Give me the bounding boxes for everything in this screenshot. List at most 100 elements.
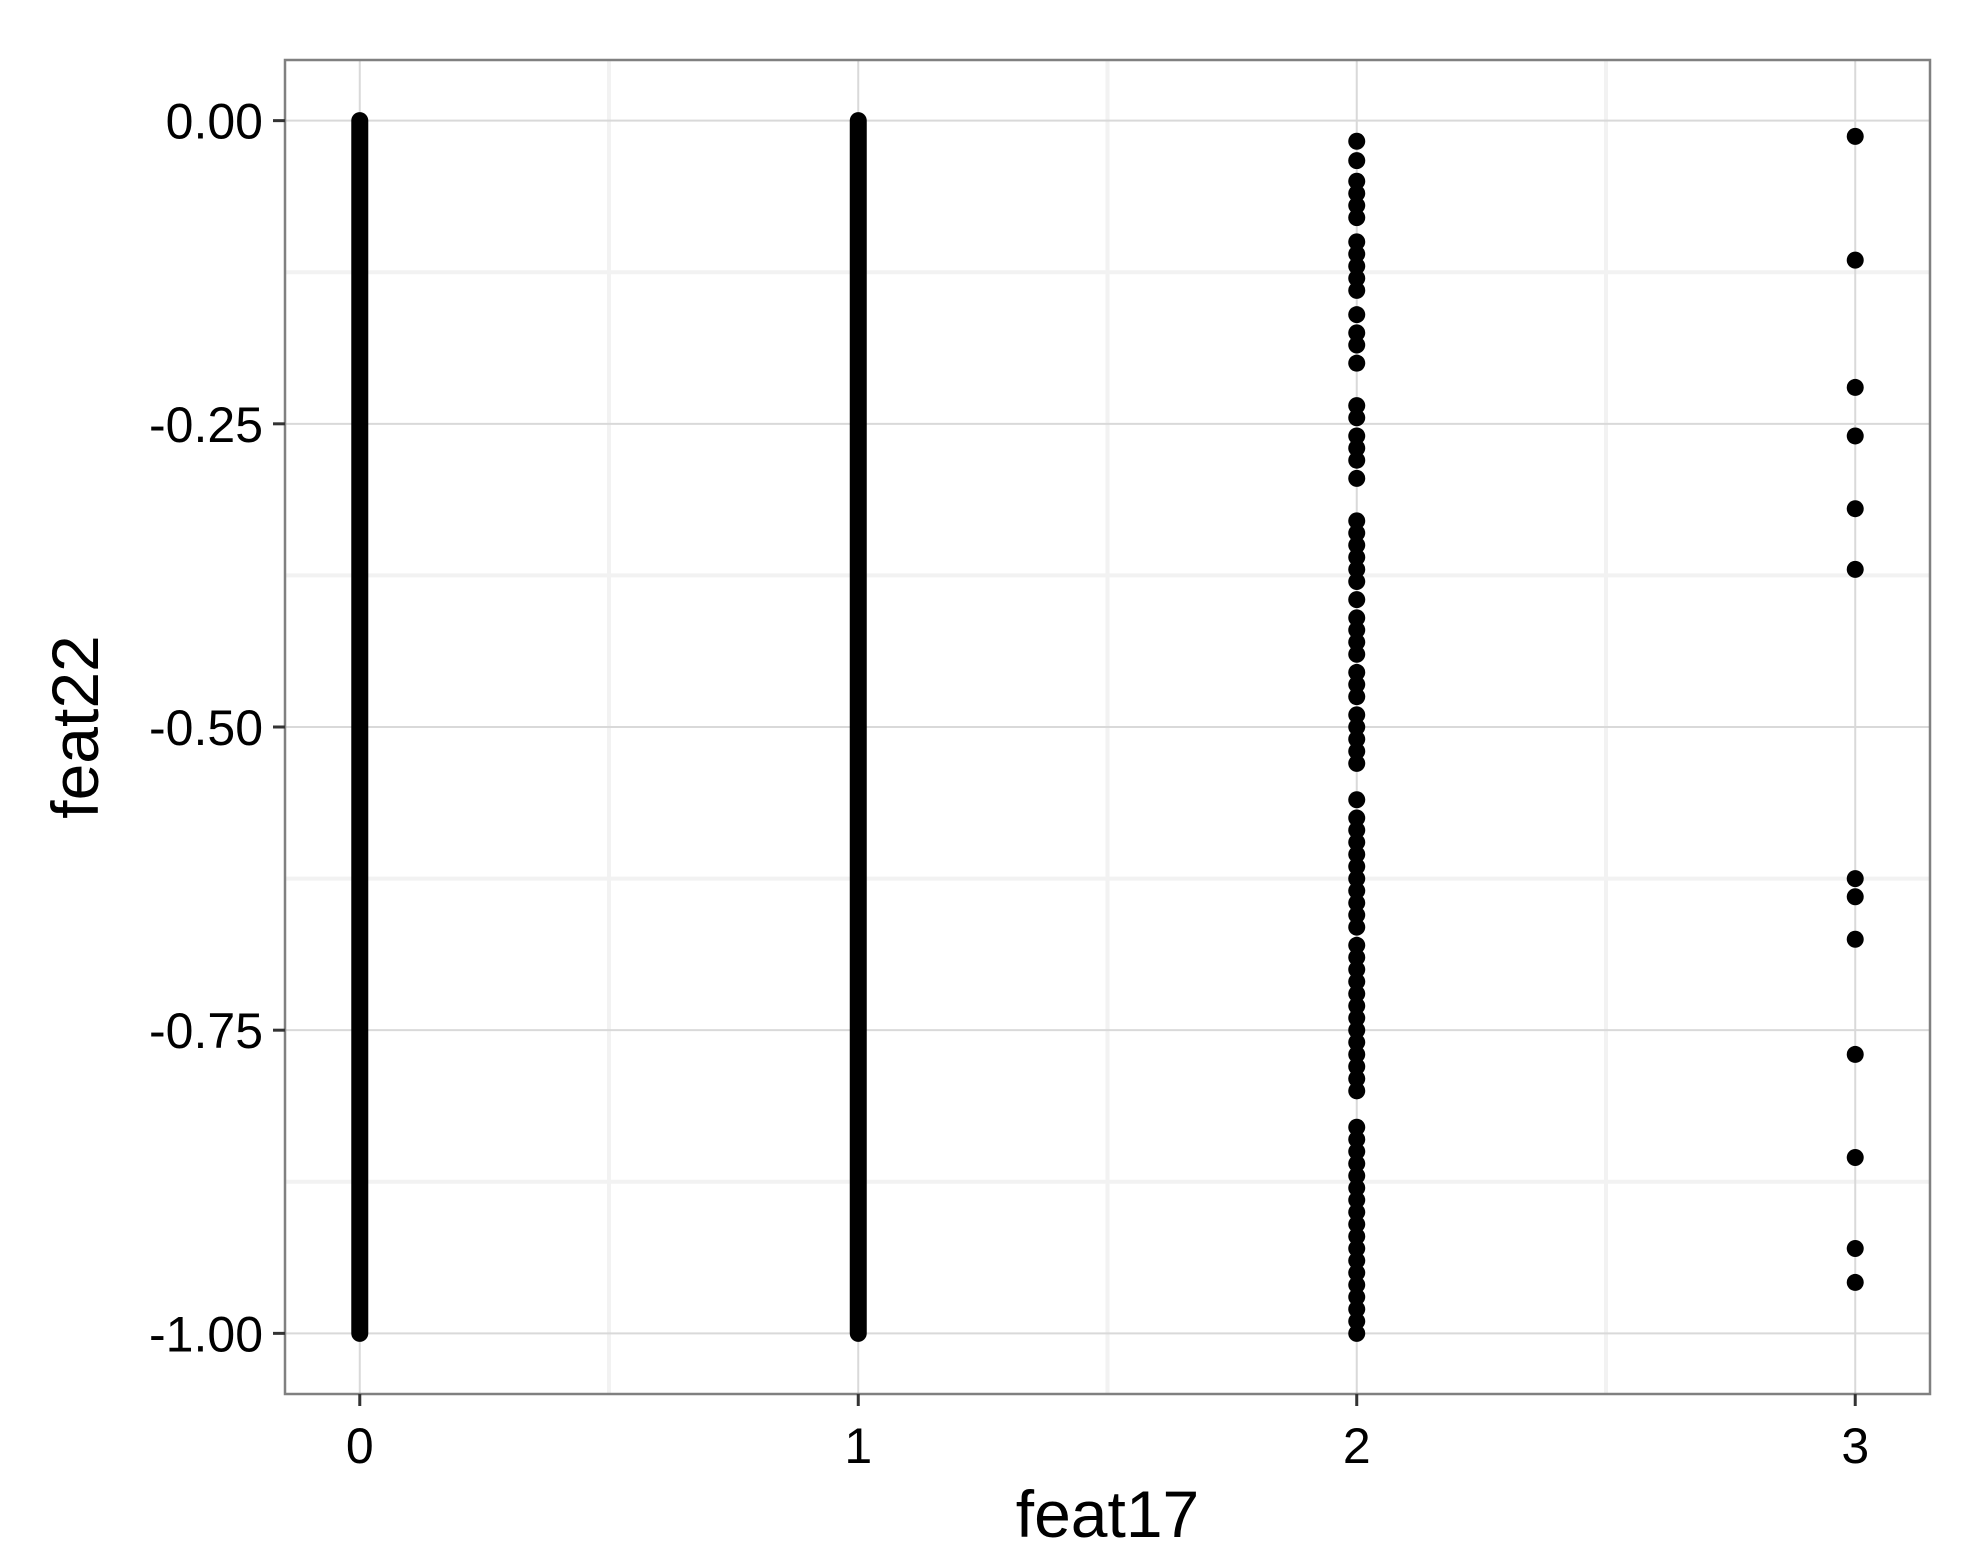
data-point bbox=[1348, 688, 1366, 706]
data-point bbox=[1846, 930, 1864, 948]
data-point bbox=[1348, 409, 1366, 427]
data-point bbox=[1348, 451, 1366, 469]
data-point bbox=[1348, 152, 1366, 170]
x-tick-label: 2 bbox=[1343, 1418, 1371, 1474]
data-points bbox=[351, 112, 1864, 1342]
data-point bbox=[1348, 184, 1366, 202]
data-point bbox=[1348, 1045, 1366, 1063]
data-point bbox=[1348, 427, 1366, 445]
minor-gridlines bbox=[285, 60, 1930, 1394]
data-point bbox=[1846, 560, 1864, 578]
data-point bbox=[1348, 281, 1366, 299]
y-axis-title: feat22 bbox=[38, 635, 112, 819]
data-point-column-0 bbox=[351, 112, 369, 1342]
data-point bbox=[1348, 548, 1366, 566]
data-point bbox=[1846, 378, 1864, 396]
data-point bbox=[1348, 172, 1366, 190]
data-point bbox=[1348, 948, 1366, 966]
data-point bbox=[1348, 1191, 1366, 1209]
data-point bbox=[1348, 985, 1366, 1003]
data-point bbox=[1348, 1009, 1366, 1027]
data-point bbox=[1348, 997, 1366, 1015]
data-point bbox=[1348, 918, 1366, 936]
x-axis-title: feat17 bbox=[1016, 1477, 1200, 1551]
data-point bbox=[1348, 1227, 1366, 1245]
data-point bbox=[1348, 621, 1366, 639]
data-point bbox=[1348, 633, 1366, 651]
data-point bbox=[1348, 645, 1366, 663]
data-point bbox=[1348, 609, 1366, 627]
data-point bbox=[1348, 397, 1366, 415]
x-axis-ticks: 0 1 2 3 bbox=[346, 1394, 1869, 1474]
data-point bbox=[1348, 257, 1366, 275]
data-point bbox=[1348, 1215, 1366, 1233]
data-point bbox=[1348, 906, 1366, 924]
data-point bbox=[1348, 833, 1366, 851]
data-point bbox=[1846, 870, 1864, 888]
data-point bbox=[1348, 1288, 1366, 1306]
data-point bbox=[1348, 1276, 1366, 1294]
data-point bbox=[1348, 663, 1366, 681]
data-point bbox=[1348, 754, 1366, 772]
data-point bbox=[1348, 197, 1366, 215]
data-point bbox=[1348, 1118, 1366, 1136]
data-point bbox=[1348, 1130, 1366, 1148]
data-point bbox=[1348, 1142, 1366, 1160]
data-point bbox=[1348, 1324, 1366, 1342]
x-tick-label: 3 bbox=[1841, 1418, 1869, 1474]
data-point bbox=[1348, 512, 1366, 530]
data-point bbox=[1846, 1045, 1864, 1063]
data-point bbox=[1348, 1033, 1366, 1051]
y-tick-label: -0.25 bbox=[149, 397, 263, 453]
x-tick-label: 1 bbox=[844, 1418, 872, 1474]
data-point bbox=[1348, 1252, 1366, 1270]
data-point bbox=[1348, 1239, 1366, 1257]
data-point bbox=[1348, 882, 1366, 900]
data-point bbox=[1348, 791, 1366, 809]
data-point bbox=[1348, 1082, 1366, 1100]
data-point bbox=[1348, 1300, 1366, 1318]
data-point bbox=[1348, 718, 1366, 736]
data-point bbox=[1348, 821, 1366, 839]
data-point-column-1 bbox=[849, 112, 867, 1342]
data-point bbox=[1348, 845, 1366, 863]
data-point bbox=[1348, 572, 1366, 590]
y-tick-label: -0.50 bbox=[149, 700, 263, 756]
data-point bbox=[1348, 536, 1366, 554]
y-tick-label: -1.00 bbox=[149, 1306, 263, 1362]
data-point bbox=[1348, 306, 1366, 324]
data-point bbox=[1348, 1155, 1366, 1173]
data-point bbox=[1348, 1203, 1366, 1221]
data-point bbox=[1348, 1058, 1366, 1076]
data-point bbox=[1348, 560, 1366, 578]
data-point bbox=[1348, 676, 1366, 694]
data-point bbox=[1846, 1239, 1864, 1257]
data-point bbox=[1348, 1167, 1366, 1185]
data-point bbox=[1846, 888, 1864, 906]
data-point bbox=[1348, 706, 1366, 724]
data-point bbox=[1348, 936, 1366, 954]
data-point bbox=[1348, 961, 1366, 979]
data-point bbox=[1348, 324, 1366, 342]
y-axis-ticks: 0.00 -0.25 -0.50 -0.75 -1.00 bbox=[149, 94, 285, 1362]
y-tick-label: -0.75 bbox=[149, 1003, 263, 1059]
data-point bbox=[1846, 251, 1864, 269]
data-point bbox=[1348, 857, 1366, 875]
data-point bbox=[1348, 742, 1366, 760]
data-point bbox=[1846, 1149, 1864, 1167]
data-point bbox=[1348, 336, 1366, 354]
data-point bbox=[1348, 973, 1366, 991]
data-point bbox=[1348, 1021, 1366, 1039]
data-point bbox=[1348, 245, 1366, 263]
data-point bbox=[1348, 233, 1366, 251]
data-point bbox=[1846, 127, 1864, 145]
data-point bbox=[1348, 1312, 1366, 1330]
data-point bbox=[1348, 1264, 1366, 1282]
data-point bbox=[1348, 524, 1366, 542]
data-point bbox=[1348, 894, 1366, 912]
data-point bbox=[1348, 809, 1366, 827]
data-point bbox=[1348, 1179, 1366, 1197]
y-tick-label: 0.00 bbox=[166, 94, 263, 150]
data-point bbox=[1348, 132, 1366, 150]
